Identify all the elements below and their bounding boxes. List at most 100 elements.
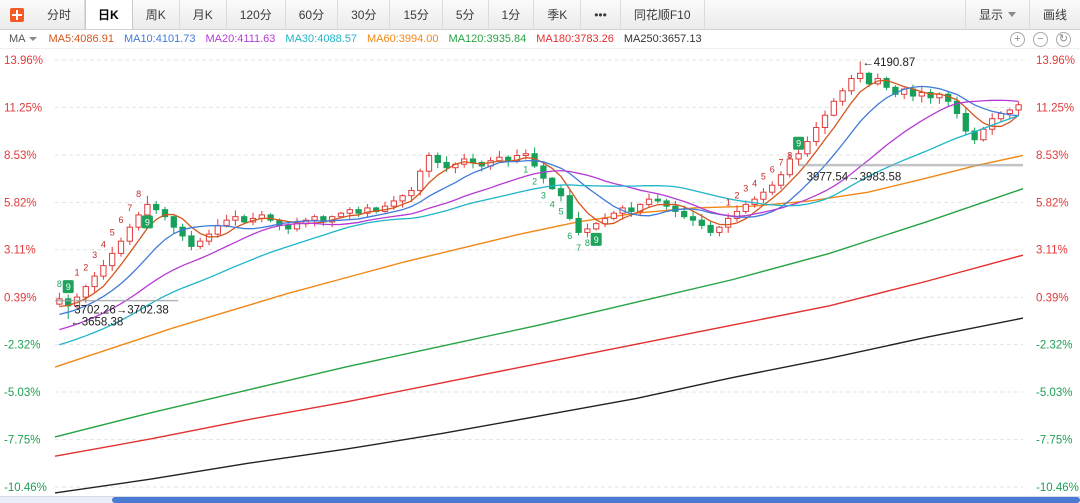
chart-tools: + − ↻ (1002, 31, 1071, 47)
chart-area: 13.96% 13.96% 11.25% 11.25% 8.53% 8.53% 5.82% 5… (0, 49, 1080, 496)
tab-15-min[interactable]: 15分 (390, 0, 443, 29)
svg-text:8.53%: 8.53% (1036, 150, 1069, 162)
tab-monthly-k[interactable]: 月K (180, 0, 227, 29)
indicator-bar: MA MA5:4086.91 MA10:4101.73 MA20:4111.63 MA… (0, 30, 1080, 49)
svg-text:11.25%: 11.25% (1036, 102, 1074, 114)
svg-text:-2.32%: -2.32% (1036, 340, 1072, 352)
tab-1-min[interactable]: 1分 (489, 0, 535, 29)
svg-text:3.11%: 3.11% (4, 245, 36, 257)
tab-daily-k[interactable]: 日K (85, 0, 133, 29)
svg-text:-5.03%: -5.03% (4, 387, 40, 399)
svg-text:-2.32%: -2.32% (4, 340, 40, 352)
svg-text:8: 8 (136, 189, 141, 199)
tab-5-min[interactable]: 5分 (443, 0, 489, 29)
ma-indicator-selector[interactable]: MA (9, 33, 37, 45)
svg-text:8: 8 (787, 150, 792, 160)
svg-text:2: 2 (532, 177, 537, 187)
kline-tab-bar-right: 显示 画线 (964, 0, 1080, 29)
svg-text:13.96%: 13.96% (4, 55, 43, 67)
svg-text:8: 8 (57, 279, 62, 289)
scrollbar-thumb[interactable] (112, 497, 1080, 503)
svg-text:4: 4 (101, 240, 106, 250)
ma-legend-value-0: MA5:4086.91 (48, 33, 114, 45)
ma-legend-value-1: MA10:4101.73 (123, 33, 196, 45)
kline-tab-bar: 分时 日K 周K 月K 120分 60分 30分 15分 5分 1分 季K ••• 同花顺F10 显示 画… (0, 0, 1080, 30)
zoom-out-icon[interactable]: − (1033, 31, 1048, 47)
svg-text:9: 9 (66, 282, 71, 292)
svg-text:6: 6 (567, 231, 572, 241)
short-ma-layer (59, 79, 1020, 346)
tab-time-share[interactable]: 分时 (34, 0, 86, 29)
tab-60-min[interactable]: 60分 (286, 0, 339, 29)
svg-text:←3658.38: ←3658.38 (70, 317, 123, 329)
svg-text:2: 2 (734, 191, 739, 201)
chart-scrollbar (0, 496, 1080, 503)
svg-text:5.82%: 5.82% (4, 197, 37, 209)
ma-legend-value-3: MA30:4088.57 (285, 33, 357, 45)
chevron-down-icon (1007, 12, 1016, 17)
grid-layer: 13.96% 13.96% 11.25% 11.25% 8.53% 8.53% 5.82% 5… (4, 55, 1079, 494)
svg-text:5: 5 (558, 206, 563, 216)
tab-bar-spacer (705, 0, 965, 29)
svg-text:0.39%: 0.39% (1036, 292, 1069, 304)
svg-text:5: 5 (761, 171, 766, 181)
tab-120-min[interactable]: 120分 (227, 0, 286, 29)
svg-text:-5.03%: -5.03% (1036, 387, 1072, 399)
tab-label: 画线 (1042, 8, 1067, 22)
chevron-down-icon (28, 37, 37, 41)
svg-text:11.25%: 11.25% (4, 102, 42, 114)
svg-text:7: 7 (127, 203, 132, 213)
svg-text:5: 5 (110, 227, 115, 237)
svg-text:9: 9 (145, 217, 150, 227)
svg-text:1: 1 (74, 268, 79, 278)
svg-text:3702.26→3702.38: 3702.26→3702.38 (74, 304, 169, 316)
svg-text:6: 6 (118, 215, 123, 225)
svg-text:7: 7 (778, 157, 783, 167)
ma-legend: MA5:4086.91 MA10:4101.73 MA20:4111.63 MA30:… (49, 33, 712, 45)
svg-text:9: 9 (796, 139, 801, 149)
svg-text:2: 2 (83, 262, 88, 272)
svg-text:7: 7 (576, 243, 581, 253)
tab-more[interactable]: ••• (581, 0, 621, 29)
svg-text:6: 6 (770, 164, 775, 174)
svg-text:-10.46%: -10.46% (1036, 482, 1079, 494)
tab-label: 显示 (978, 8, 1003, 22)
svg-text:1: 1 (523, 164, 528, 174)
candles-layer (56, 61, 1022, 319)
svg-text:←4190.87: ←4190.87 (862, 57, 915, 69)
svg-text:4: 4 (550, 199, 555, 209)
ma-selector-label: MA (9, 33, 26, 45)
svg-text:3.11%: 3.11% (1036, 245, 1068, 257)
zoom-in-icon[interactable]: + (1010, 31, 1025, 47)
kline-chart-svg[interactable]: 13.96% 13.96% 11.25% 11.25% 8.53% 8.53% 5.82% 5… (0, 49, 1080, 496)
svg-text:9: 9 (594, 235, 599, 245)
svg-text:3: 3 (541, 191, 546, 201)
tab-quarterly-k[interactable]: 季K (534, 0, 582, 29)
long-ma-layer (54, 154, 1024, 494)
tab-weekly-k[interactable]: 周K (133, 0, 180, 29)
tab-30-min[interactable]: 30分 (338, 0, 391, 29)
svg-text:3977.54→3983.58: 3977.54→3983.58 (807, 171, 902, 183)
ma-legend-value-4: MA60:3994.00 (366, 33, 439, 45)
kline-tab-bar-tabs: 分时 日K 周K 月K 120分 60分 30分 15分 5分 1分 季K ••• 同花顺F10 (34, 0, 705, 29)
annotations-layer: ←4190.87 3977.54→3983.58 3702.26→3702.38←3… (55, 57, 1023, 329)
svg-text:13.96%: 13.96% (1036, 55, 1075, 67)
tab-ths-f10[interactable]: 同花顺F10 (621, 0, 705, 29)
ma-legend-value-2: MA20:4111.63 (205, 33, 276, 45)
svg-text:5.82%: 5.82% (1036, 197, 1069, 209)
svg-text:-7.75%: -7.75% (1036, 435, 1072, 447)
tab-draw-line[interactable]: 画线 (1028, 0, 1080, 29)
svg-text:1: 1 (726, 198, 731, 208)
layout-grid-icon[interactable] (10, 7, 24, 22)
ma-legend-value-7: MA250:3657.13 (623, 33, 702, 45)
svg-text:4: 4 (752, 178, 757, 188)
ma-legend-value-6: MA180:3783.26 (536, 33, 614, 45)
svg-text:3: 3 (743, 184, 748, 194)
svg-text:8.53%: 8.53% (4, 150, 37, 162)
tab-display[interactable]: 显示 (964, 0, 1029, 29)
reset-view-icon[interactable]: ↻ (1056, 31, 1071, 47)
svg-text:8: 8 (585, 238, 590, 248)
svg-text:-7.75%: -7.75% (4, 435, 40, 447)
